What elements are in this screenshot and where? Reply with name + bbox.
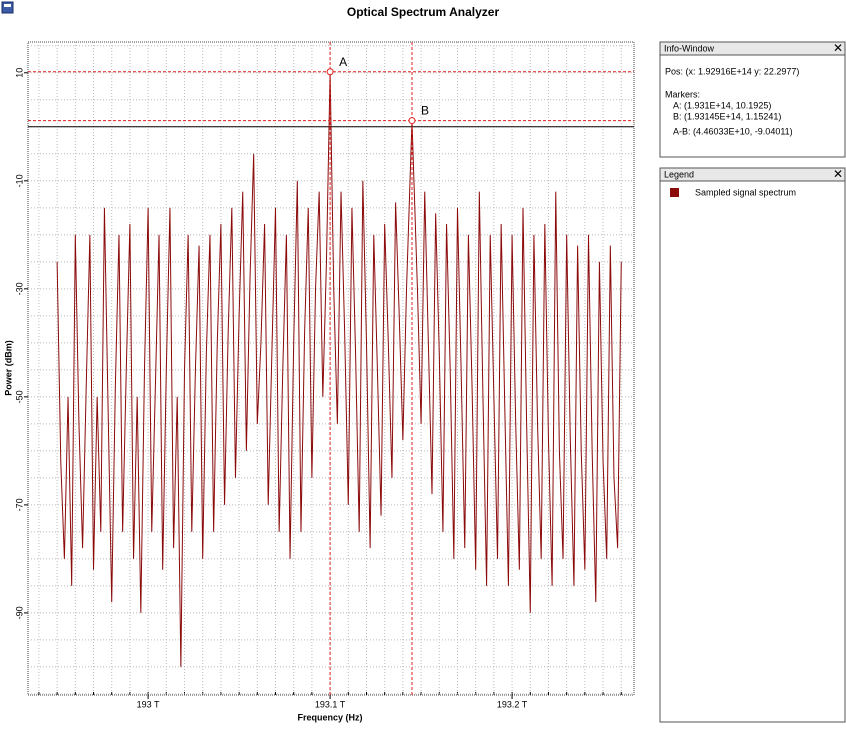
- x-axis-label: Frequency (Hz): [297, 712, 362, 722]
- info-window-header: [659, 41, 846, 56]
- y-tick-label: -30: [14, 282, 24, 295]
- legend-title: Legend: [664, 169, 694, 179]
- cursor-position: Pos: (x: 1.92916E+14 y: 22.2977): [665, 66, 799, 76]
- app-icon-detail: [4, 4, 11, 7]
- close-button[interactable]: ✕: [833, 41, 843, 55]
- info-window: [659, 41, 846, 158]
- marker-label: A: [339, 55, 347, 69]
- app-icon: [1, 1, 14, 14]
- legend-entry: Sampled signal spectrum: [695, 187, 796, 197]
- y-tick-label: -70: [14, 498, 24, 511]
- x-tick-label: 193.1 T: [315, 699, 346, 709]
- close-button[interactable]: ✕: [833, 167, 843, 181]
- marker-info: A: (1.931E+14, 10.1925): [673, 100, 771, 110]
- marker-point: [408, 117, 416, 125]
- legend-window: [659, 167, 846, 723]
- info-window-title: Info-Window: [664, 43, 715, 53]
- y-axis-label: Power (dBm): [3, 340, 13, 396]
- y-tick-label: -90: [14, 606, 24, 619]
- marker-difference: A-B: (4.46033E+10, -9.04011): [673, 126, 793, 136]
- x-tick-label: 193.2 T: [497, 699, 528, 709]
- markers-heading: Markers:: [665, 89, 700, 99]
- marker-point: [326, 68, 334, 76]
- legend-window-header: [659, 167, 846, 182]
- chart-title: Optical Spectrum Analyzer: [347, 5, 500, 19]
- legend-swatch: [670, 188, 679, 197]
- y-tick-label: -10: [14, 174, 24, 187]
- y-tick-label: 10: [14, 68, 24, 78]
- marker-info: B: (1.93145E+14, 1.15241): [673, 111, 781, 121]
- y-tick-label: -50: [14, 390, 24, 403]
- marker-label: B: [421, 104, 429, 118]
- x-tick-label: 193 T: [137, 699, 160, 709]
- spectrum-line: [56, 71, 622, 667]
